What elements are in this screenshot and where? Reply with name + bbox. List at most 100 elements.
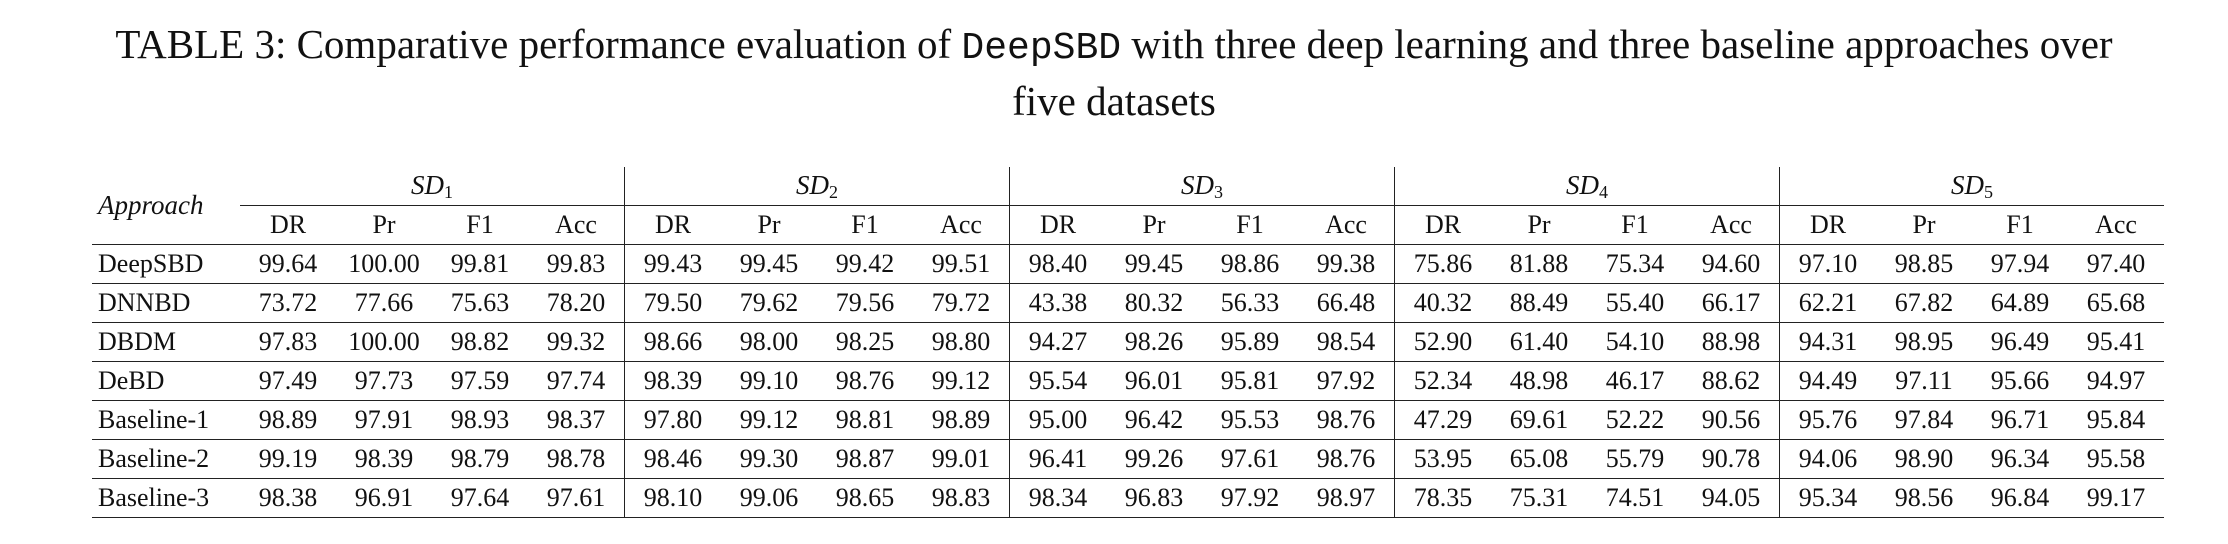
table-cell: 99.81 [432,244,528,284]
table-cell: 65.68 [2068,283,2164,323]
table-cell: 55.79 [1587,439,1683,479]
table-cell: 46.17 [1587,361,1683,401]
table-cell: 94.06 [1779,439,1876,479]
metric-header: Acc [1298,205,1395,245]
table-cell: 99.10 [721,361,817,401]
metric-header: F1 [432,205,528,245]
table-cell: 56.33 [1202,283,1298,323]
table-cell: 43.38 [1009,283,1106,323]
dataset-index: 3 [1214,181,1223,202]
approach-name: DBDM [92,322,240,362]
table-cell: 81.88 [1491,244,1587,284]
table-cell: 40.32 [1394,283,1491,323]
table-cell: 47.29 [1394,400,1491,440]
table-cell: 98.78 [528,439,625,479]
table-cell: 99.42 [817,244,913,284]
metric-header: F1 [1202,205,1298,245]
table-cell: 98.37 [528,400,625,440]
metric-header: F1 [817,205,913,245]
table-cell: 99.38 [1298,244,1395,284]
dataset-header: SD4 [1394,167,1780,206]
table-cell: 97.64 [432,478,528,518]
metric-header: Acc [2068,205,2164,245]
table-cell: 98.95 [1876,322,1972,362]
table-cell: 98.56 [1876,478,1972,518]
table-row: Baseline-2 99.19 98.39 98.79 98.78 98.46 99.30… [92,439,2164,479]
results-table: Approach SD1 SD2 SD3 SD4 SD5 DR Pr F1 Acc DR Pr F1… [92,167,2164,518]
table-cell: 65.08 [1491,439,1587,479]
metric-header: Pr [336,205,432,245]
table-cell: 79.72 [913,283,1010,323]
caption-text: with three deep learning and three basel… [1121,21,2113,67]
table-cell: 95.89 [1202,322,1298,362]
table-cell: 97.92 [1298,361,1395,401]
table-cell: 88.49 [1491,283,1587,323]
table-cell: 95.58 [2068,439,2164,479]
dataset-index: 2 [829,181,838,202]
table-cell: 98.86 [1202,244,1298,284]
table-cell: 69.61 [1491,400,1587,440]
approach-name: DNNBD [92,283,240,323]
table-cell: 98.40 [1009,244,1106,284]
metric-header: Pr [1876,205,1972,245]
metric-header: DR [1009,205,1106,245]
table-row: Baseline-1 98.89 97.91 98.93 98.37 97.80 99.12… [92,400,2164,440]
table-cell: 97.40 [2068,244,2164,284]
caption-text: TABLE 3: Comparative performance evaluat… [115,21,962,67]
table-cell: 98.90 [1876,439,1972,479]
table-cell: 98.81 [817,400,913,440]
table-cell: 98.89 [240,400,336,440]
table-cell: 98.85 [1876,244,1972,284]
metric-header: DR [1394,205,1491,245]
table-cell: 99.83 [528,244,625,284]
table-cell: 99.01 [913,439,1010,479]
dataset-header: SD1 [240,167,625,206]
table-row: DNNBD 73.72 77.66 75.63 78.20 79.50 79.62 79.56… [92,283,2164,323]
table-cell: 98.46 [624,439,721,479]
approach-name: DeBD [92,361,240,401]
table-cell: 98.80 [913,322,1010,362]
table-cell: 99.64 [240,244,336,284]
table-cell: 97.61 [528,478,625,518]
table-cell: 67.82 [1876,283,1972,323]
table-cell: 78.35 [1394,478,1491,518]
table-cell: 99.06 [721,478,817,518]
table-cell: 99.26 [1106,439,1202,479]
table-cell: 98.66 [624,322,721,362]
table-cell: 95.76 [1779,400,1876,440]
table-cell: 75.34 [1587,244,1683,284]
metric-header: Pr [1106,205,1202,245]
dataset-name: SD [1181,169,1214,200]
table-cell: 95.00 [1009,400,1106,440]
dataset-name: SD [1951,169,1984,200]
table-cell: 98.76 [817,361,913,401]
table-cell: 98.65 [817,478,913,518]
table-cell: 95.41 [2068,322,2164,362]
table-cell: 52.34 [1394,361,1491,401]
approach-name: Baseline-2 [92,439,240,479]
table-cell: 97.11 [1876,361,1972,401]
table-cell: 99.43 [624,244,721,284]
table-cell: 98.87 [817,439,913,479]
metric-header: F1 [1972,205,2068,245]
table-cell: 96.71 [1972,400,2068,440]
table-cell: 74.51 [1587,478,1683,518]
table-cell: 99.30 [721,439,817,479]
approach-header: Approach [92,167,240,245]
table-cell: 98.39 [336,439,432,479]
table-cell: 96.91 [336,478,432,518]
table-cell: 99.17 [2068,478,2164,518]
table-cell: 98.83 [913,478,1010,518]
table-cell: 98.26 [1106,322,1202,362]
metric-header: Acc [528,205,625,245]
table-cell: 94.60 [1683,244,1780,284]
table-cell: 97.83 [240,322,336,362]
metric-header: Acc [913,205,1010,245]
table-cell: 97.49 [240,361,336,401]
table-cell: 98.39 [624,361,721,401]
table-cell: 99.45 [1106,244,1202,284]
table-cell: 96.49 [1972,322,2068,362]
table-cell: 97.80 [624,400,721,440]
table-cell: 97.74 [528,361,625,401]
table-cell: 97.10 [1779,244,1876,284]
